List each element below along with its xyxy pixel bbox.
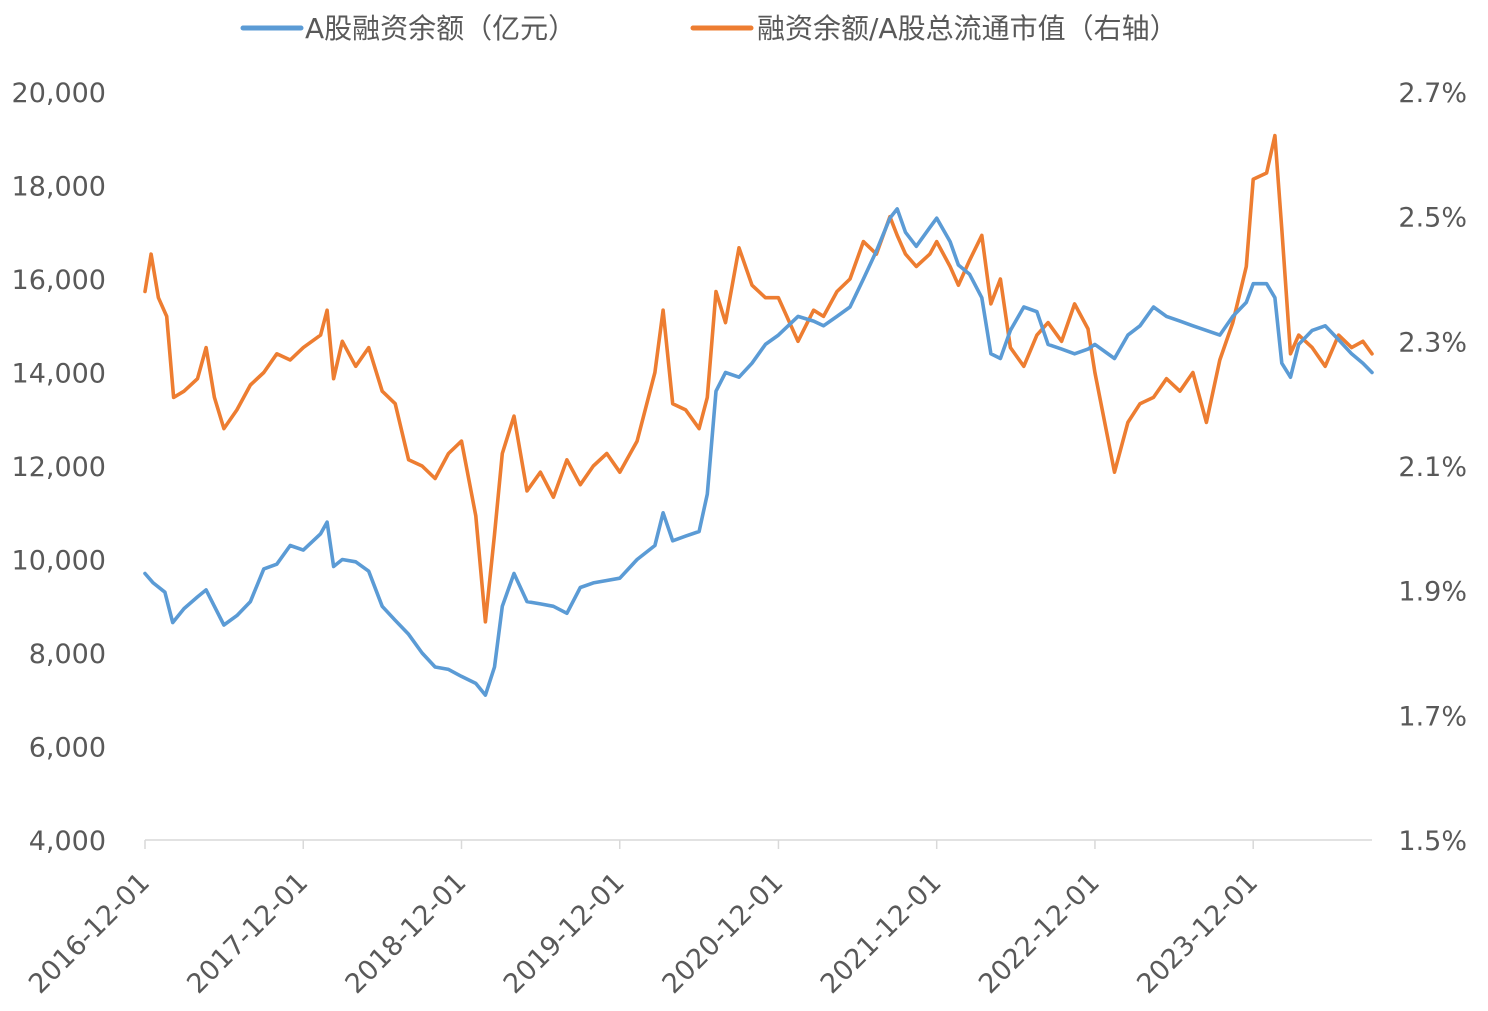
y-right-tick-label: 2.3% xyxy=(1398,327,1467,358)
series-line-margin-balance xyxy=(143,207,1374,697)
y-right-tick-label: 1.7% xyxy=(1398,701,1467,732)
y-left-tick-label: 18,000 xyxy=(12,172,106,203)
x-tick-label: 2020-12-01 xyxy=(657,867,790,1000)
legend: A股融资余额（亿元） 融资余额/A股总流通市值（右轴） xyxy=(240,12,1178,45)
y-left-tick-label: 8,000 xyxy=(29,639,106,670)
legend-label: 融资余额/A股总流通市值（右轴） xyxy=(757,12,1178,45)
x-tick-label: 2023-12-01 xyxy=(1131,867,1264,1000)
y-right-tick-label: 2.1% xyxy=(1398,452,1467,483)
y-left-tick-label: 16,000 xyxy=(12,265,106,296)
y-left-tick-label: 12,000 xyxy=(12,452,106,483)
y-left-tick-label: 6,000 xyxy=(29,733,106,764)
y-left-tick-label: 10,000 xyxy=(12,546,106,577)
y-left-tick-label: 4,000 xyxy=(29,826,106,857)
x-tick-label: 2018-12-01 xyxy=(340,867,473,1000)
y-left-tick-label: 20,000 xyxy=(12,78,106,109)
series-layer xyxy=(143,133,1374,697)
x-tick-label: 2016-12-01 xyxy=(23,867,156,1000)
x-tick-label: 2019-12-01 xyxy=(498,867,631,1000)
y-right-tick-label: 1.5% xyxy=(1398,826,1467,857)
series-line-margin-ratio xyxy=(143,133,1374,624)
x-tick-label: 2022-12-01 xyxy=(973,867,1106,1000)
y-right-tick-label: 1.9% xyxy=(1398,577,1467,608)
x-tick-label: 2017-12-01 xyxy=(181,867,314,1000)
y-left-tick-label: 14,000 xyxy=(12,359,106,390)
legend-label: A股融资余额（亿元） xyxy=(305,12,576,45)
y-right-tick-label: 2.7% xyxy=(1398,78,1467,109)
x-tick-label: 2021-12-01 xyxy=(815,867,948,1000)
y-right-tick-label: 2.5% xyxy=(1398,203,1467,234)
